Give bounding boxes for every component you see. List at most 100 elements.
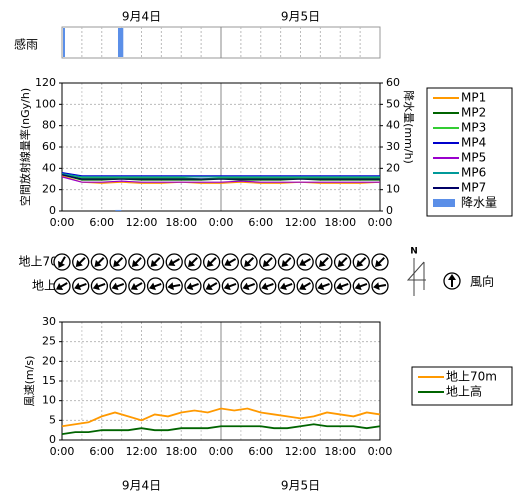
y2-axis-label: 降水量(mm/h) [402,90,416,164]
rain-span [63,28,65,57]
y-tick-label: 20 [42,183,56,196]
dir-arrow [187,257,198,267]
dir-arrow [448,274,456,287]
dir-arrow [58,256,66,269]
dir-arrow [337,257,348,267]
arrow-head [244,259,252,267]
x-tick-label: 6:00 [89,216,114,229]
arrow-head [354,282,362,291]
x-tick-label: 6:00 [248,445,273,458]
arrow-head [337,259,345,267]
legend-label: 降水量 [461,196,497,210]
arrow-head [299,259,307,266]
dir-arrow [74,282,87,291]
rain-span [117,28,124,57]
wind-direction [128,277,146,295]
dir-arrow [168,258,180,266]
arrow-head [299,283,307,290]
dir-arrow [373,282,387,291]
date-label: 9月5日 [281,10,320,24]
rain-bar [115,209,122,211]
x-tick-label: 12:00 [126,216,158,229]
arrow-head [75,259,83,267]
legend-label: MP6 [461,166,486,180]
y2-tick-label: 20 [386,161,400,174]
y-tick-label: 120 [35,76,56,89]
dir-arrow [244,257,255,267]
x-tick-label: 18:00 [165,445,197,458]
wind-direction [202,253,221,271]
legend-label: 地上高 [446,384,482,399]
dir-arrow [299,282,311,290]
dir-arrow [354,282,368,291]
legend-box [426,87,513,217]
dir-arrow [113,257,124,267]
wind-direction [128,253,146,271]
y-tick-label: 25 [42,335,56,348]
y2-tick-label: 60 [386,76,400,89]
wind-direction [202,277,221,295]
x-tick-label: 12:00 [126,445,158,458]
dir-arrow [317,282,330,291]
series-line [61,423,381,435]
dir-arrow [375,257,385,267]
wind-direction [240,277,258,295]
dir-arrow [279,282,293,291]
dir-arrow [206,257,217,267]
y-axis-label: 風速(m/s) [23,356,36,407]
arrow-head [261,282,269,291]
arrow-head [167,282,174,291]
y-tick-label: 80 [42,119,56,132]
legend-label: MP7 [461,181,486,195]
arrow-head [186,282,194,291]
dir-arrow [131,257,142,267]
date-label: 9月4日 [122,10,161,24]
arrow-head [92,282,100,291]
x-tick-label: 0:00 [368,216,393,229]
wind-direction [109,253,127,271]
arrow-head [58,260,65,269]
dir-arrow [148,282,162,291]
wind-direction [371,277,389,295]
legend-label: 風向 [470,274,494,289]
x-tick-label: 0:00 [368,445,393,458]
wind-direction [259,253,277,271]
wind-direction [352,277,370,295]
legend-label: MP5 [461,151,486,165]
wind-direction [352,253,370,271]
wind-direction [53,277,71,295]
dir-arrow [150,257,161,267]
x-tick-label: 18:00 [324,445,356,458]
y-tick-label: 30 [42,315,56,328]
dir-arrow [356,257,367,267]
arrow-head [187,259,196,267]
legend-label: MP4 [461,136,486,150]
wind-direction [146,277,165,295]
arrow-head [168,259,176,266]
plot-frame [61,82,381,212]
x-tick-label: 0:00 [209,445,234,458]
x-tick-label: 18:00 [165,216,197,229]
arrow-head [375,259,383,267]
series-line [61,176,380,183]
series-line [61,174,380,180]
x-tick-label: 6:00 [89,445,114,458]
y-tick-label: 10 [42,394,56,407]
legend-icon [443,272,461,290]
dir-arrow [281,257,292,267]
x-tick-label: 6:00 [248,216,273,229]
series-line [61,173,380,180]
dir-arrow [167,282,181,291]
plot-frame [61,321,381,441]
wind-direction [221,277,240,295]
wind-direction [184,277,202,295]
arrow-head [317,282,325,291]
arrow-head [205,283,213,290]
wind-direction [333,253,352,271]
arrow-head [281,259,289,267]
arrow-head [279,282,287,291]
wind-direction [90,253,109,271]
x-tick-label: 12:00 [285,216,317,229]
wind-direction [240,253,258,271]
